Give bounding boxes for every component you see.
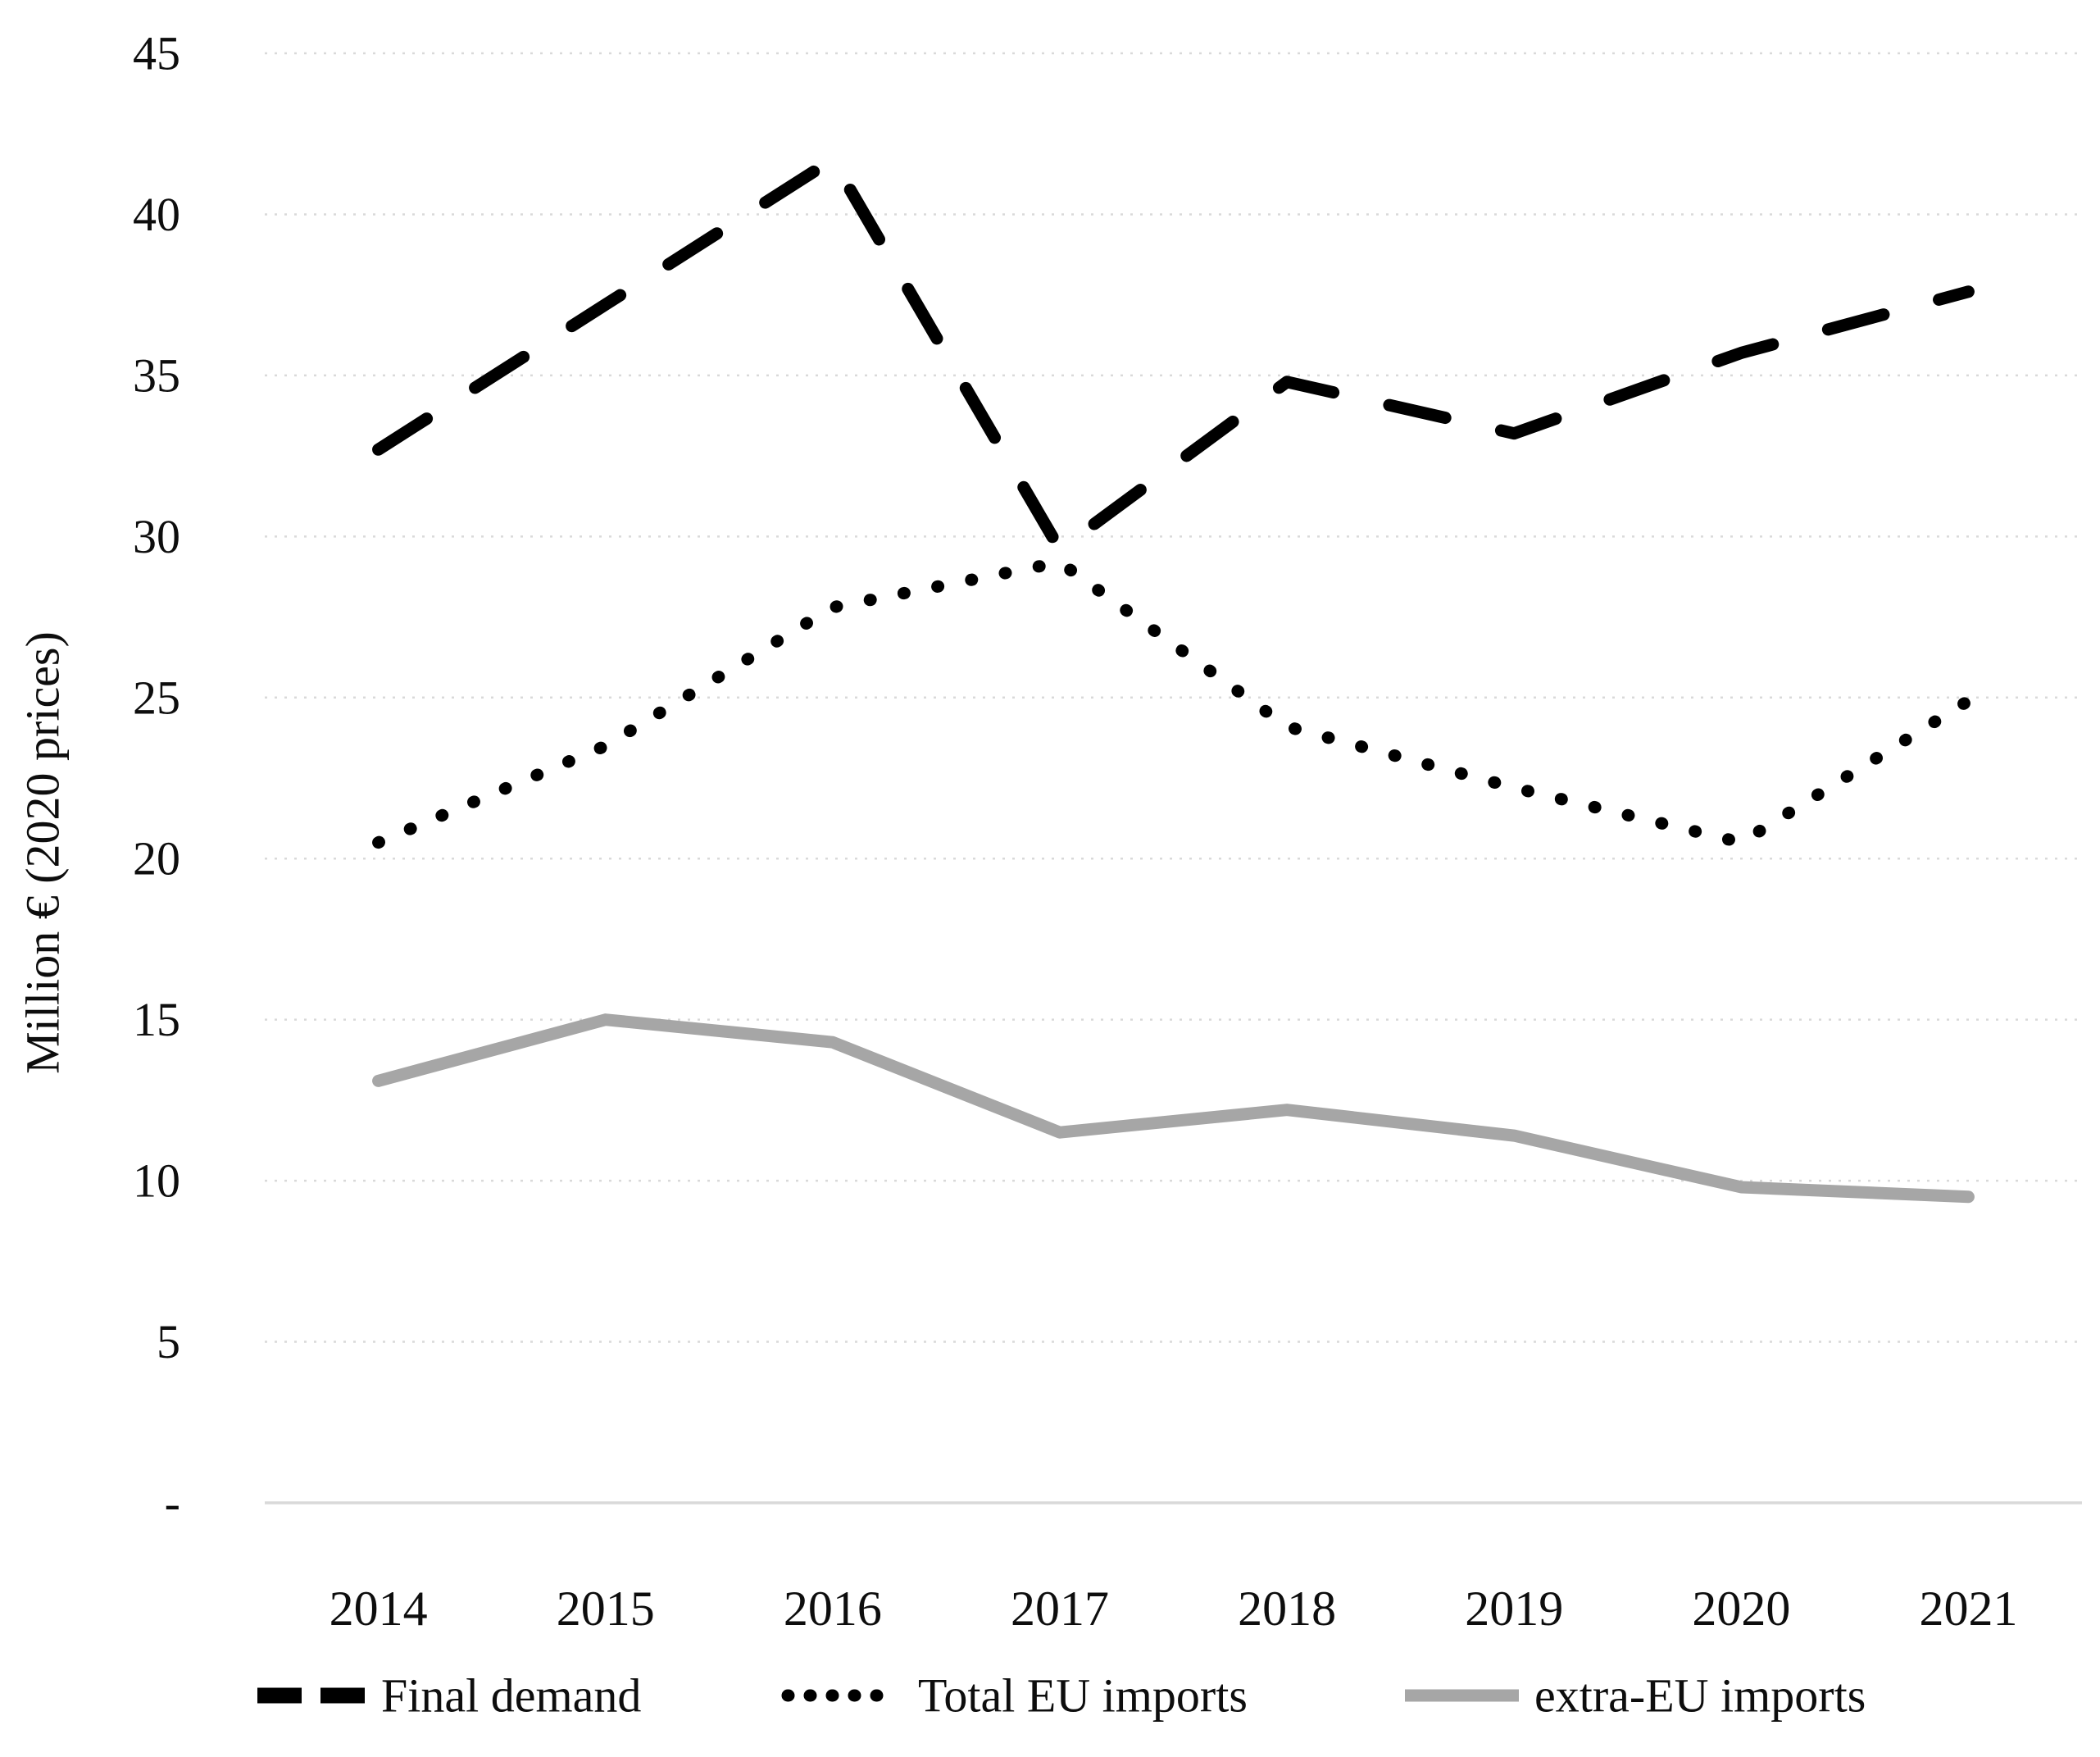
y-axis-tick-label: - <box>165 1477 180 1530</box>
legend-label: extra-EU imports <box>1534 1669 1866 1723</box>
series-line-final-demand <box>372 153 1975 556</box>
legend-label: Final demand <box>381 1669 641 1723</box>
x-axis-tick-label: 2019 <box>1465 1582 1563 1636</box>
x-axis-tick-label: 2020 <box>1692 1582 1790 1636</box>
series-line-total-eu-imports <box>372 556 1975 849</box>
y-axis-tick-label: 15 <box>133 993 180 1046</box>
y-axis-tick-label: 5 <box>157 1315 180 1368</box>
x-axis-tick-label: 2021 <box>1919 1582 2017 1636</box>
y-axis-title: Million € (2020 prices) <box>16 631 70 1074</box>
y-axis-tick-label: 25 <box>133 671 180 724</box>
y-axis-tick-label: 30 <box>133 510 180 563</box>
y-axis-tick-label: 45 <box>133 27 180 80</box>
series-line-extra-eu-imports <box>372 1013 1975 1204</box>
y-axis-tick-label: 10 <box>133 1154 180 1208</box>
y-axis-tick-label: 40 <box>133 188 180 241</box>
x-axis-tick-label: 2014 <box>330 1582 428 1636</box>
y-axis-tick-label: 20 <box>133 832 180 885</box>
x-axis-tick-label: 2016 <box>784 1582 882 1636</box>
y-axis-tick-label: 35 <box>133 348 180 402</box>
legend-label: Total EU imports <box>918 1669 1248 1723</box>
x-axis-tick-label: 2015 <box>557 1582 655 1636</box>
x-axis-tick-label: 2017 <box>1011 1582 1109 1636</box>
x-axis-tick-label: 2018 <box>1238 1582 1336 1636</box>
